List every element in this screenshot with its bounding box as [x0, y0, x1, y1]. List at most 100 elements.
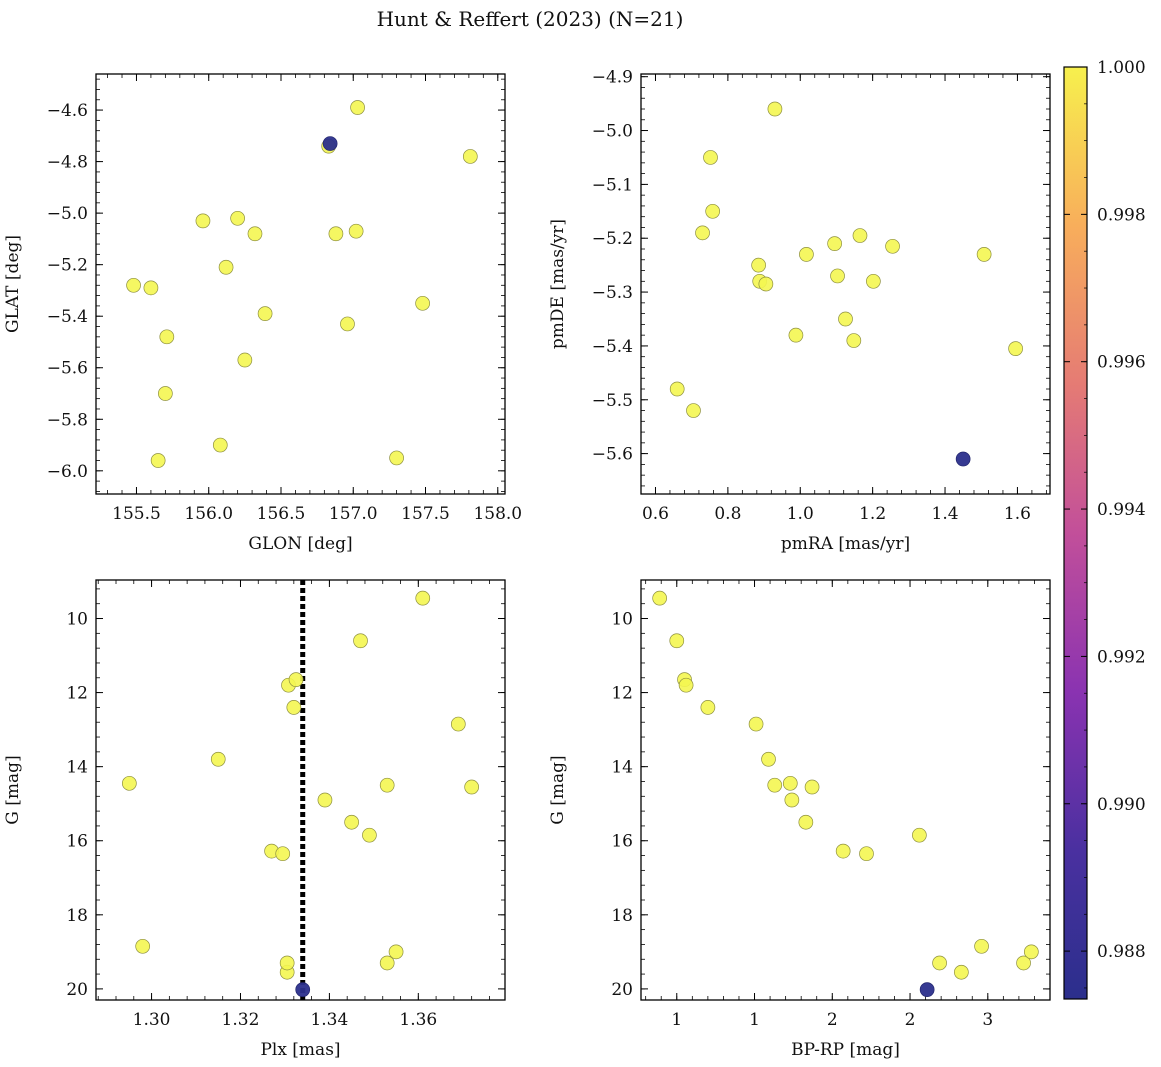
y-tick-label: 20 [611, 980, 633, 1000]
data-point [852, 228, 868, 243]
data-point [974, 938, 989, 954]
y-tick-label: −5.6 [47, 359, 88, 379]
x-tick-label: 3 [982, 1010, 993, 1030]
x-tick-label: 1.4 [932, 504, 959, 524]
data-point [143, 280, 159, 296]
x-tick-label: 0.6 [642, 504, 669, 524]
data-point [158, 386, 173, 401]
data-point [748, 716, 764, 732]
data-point [758, 276, 774, 292]
y-tick-label: 14 [66, 758, 88, 778]
x-axis-label: GLON [deg] [248, 534, 352, 554]
data-point [462, 149, 478, 164]
y-tick-label: 10 [611, 610, 633, 630]
x-tick-label: 156.5 [257, 504, 306, 524]
data-point [150, 453, 166, 468]
y-tick-label: 12 [611, 684, 633, 704]
data-point [247, 226, 263, 242]
data-point [700, 700, 716, 715]
data-point [415, 295, 430, 311]
y-tick-label: −5.4 [47, 307, 88, 327]
data-point [195, 213, 211, 229]
panel-1: 155.5 156.0 156.5 157.0 157.5 158.0 −6.0 −5.8 −5… [3, 73, 522, 554]
data-point [761, 751, 776, 767]
y-tick-label: −5.1 [592, 175, 633, 195]
data-point [782, 775, 798, 791]
data-point [798, 814, 814, 830]
data-point [218, 259, 234, 275]
data-point [257, 306, 273, 321]
colorbar-tick-label: 1.000 [1097, 58, 1146, 78]
data-point [976, 247, 992, 262]
y-tick-label: 20 [66, 980, 88, 1000]
figure-title: Hunt & Reffert (2023) (N=21) [377, 7, 684, 31]
data-point [350, 100, 365, 115]
data-point [362, 827, 377, 843]
x-tick-label: 1.6 [1004, 504, 1031, 524]
data-point [379, 955, 395, 971]
data-point [230, 210, 245, 226]
y-tick-label: −5.6 [592, 445, 633, 465]
axes-frame [640, 579, 1051, 1001]
x-tick-label: 1.34 [310, 1010, 348, 1030]
data-point [1023, 944, 1039, 960]
y-tick-label: −5.0 [592, 122, 633, 142]
data-point [669, 381, 685, 397]
data-point [159, 329, 175, 345]
panels: 155.5 156.0 156.5 157.0 157.5 158.0 −6.0 −5.8 −5… [3, 68, 1051, 1060]
y-tick-label: 16 [66, 832, 88, 852]
x-tick-label: 156.0 [184, 504, 233, 524]
y-tick-label: −4.9 [592, 68, 633, 88]
y-tick-label: 16 [611, 832, 633, 852]
y-tick-label: −5.4 [592, 337, 633, 357]
data-point [210, 751, 226, 767]
y-tick-label: 18 [66, 906, 88, 926]
outlier-point [322, 136, 338, 151]
data-point [859, 846, 874, 862]
data-point [866, 273, 881, 289]
colorbar-tick-label: 0.996 [1097, 353, 1146, 373]
data-point [212, 437, 228, 453]
x-axis-label: Plx [mas] [260, 1040, 340, 1060]
panel-2: 0.6 0.8 1.0 1.2 1.4 1.6 −5.6 −5.5 −5.4 −5.3 −5.2 −5… [548, 68, 1051, 554]
outlier-point [295, 982, 311, 997]
data-point [686, 403, 701, 418]
data-point [348, 223, 364, 239]
data-point [846, 333, 862, 348]
data-point [379, 777, 395, 793]
data-point [135, 938, 151, 954]
data-point [954, 964, 969, 980]
data-point [286, 700, 302, 715]
colorbar-tick-label: 0.988 [1097, 942, 1146, 962]
data-point [767, 101, 783, 117]
data-point [827, 236, 842, 251]
x-tick-label: 1 [749, 1010, 760, 1030]
y-tick-label: −5.3 [592, 283, 633, 303]
data-point [669, 633, 685, 649]
outlier-point [919, 982, 935, 997]
axes-frame [640, 73, 1051, 495]
y-tick-label: −5.2 [592, 229, 633, 249]
data-point [932, 955, 947, 971]
y-tick-label: −5.2 [47, 256, 88, 276]
x-tick-label: 2 [827, 1010, 838, 1030]
x-tick-label: 1.0 [787, 504, 814, 524]
colorbar-tick-label: 0.992 [1097, 647, 1146, 667]
y-tick-label: −5.0 [47, 204, 88, 224]
data-point [788, 327, 804, 343]
x-tick-label: 158.0 [473, 504, 522, 524]
x-tick-label: 1.32 [222, 1010, 260, 1030]
data-point [835, 843, 851, 859]
y-axis-label: G [mag] [3, 755, 23, 824]
axes-frame [95, 73, 506, 495]
data-point [275, 846, 291, 862]
data-point [830, 268, 845, 284]
data-point [317, 792, 333, 808]
data-point [1008, 341, 1023, 356]
colorbar: 0.988 0.990 0.992 0.994 0.996 0.998 1.000 [1063, 58, 1146, 1000]
y-tick-label: −5.5 [592, 391, 633, 411]
y-tick-label: −4.8 [47, 153, 88, 173]
colorbar-tick-label: 0.998 [1097, 205, 1146, 225]
colorbar-tick-label: 0.990 [1097, 795, 1146, 815]
